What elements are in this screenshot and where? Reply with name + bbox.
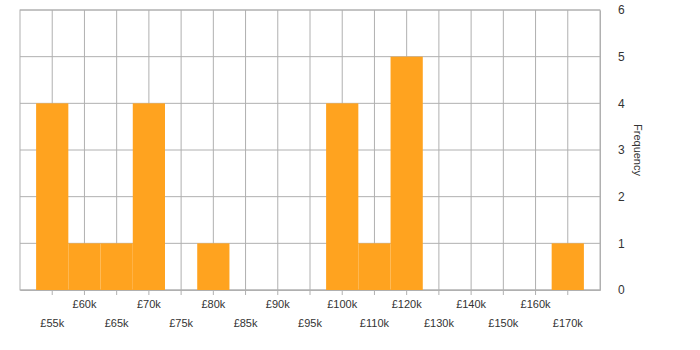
x-tick: £60k [73, 290, 97, 310]
y-tick: 3 [600, 143, 625, 157]
y-tick: 2 [600, 190, 625, 204]
x-tick-mark [406, 290, 407, 295]
bar [455, 290, 487, 291]
x-tick-label: £150k [488, 317, 518, 329]
x-tick-label: £60k [73, 298, 97, 310]
bar [358, 243, 390, 290]
y-tick-label: 2 [618, 190, 625, 204]
x-tick: £65k [105, 290, 129, 329]
x-tick-label: £85k [234, 317, 258, 329]
x-tick: £150k [488, 290, 518, 329]
x-tick-mark [471, 290, 472, 295]
x-tick-mark [438, 290, 439, 295]
x-tick-label: £170k [553, 317, 583, 329]
x-tick-mark [567, 290, 568, 295]
x-tick-label: £75k [169, 317, 193, 329]
bar [229, 290, 261, 291]
x-tick-mark [503, 290, 504, 295]
x-tick: £85k [234, 290, 258, 329]
x-tick: £140k [456, 290, 486, 310]
y-tick-label: 4 [618, 97, 625, 111]
chart: £55k £60k £65k £70k £75k £80k £85k £90k £95k £100… [0, 0, 700, 350]
x-tick-mark [342, 290, 343, 295]
x-tick-label: £160k [521, 298, 551, 310]
grid [20, 10, 600, 290]
bar [68, 243, 100, 290]
y-tick-label: 0 [618, 283, 625, 297]
x-tick-mark [181, 290, 182, 295]
bar [519, 290, 551, 291]
bar [36, 103, 68, 290]
x-tick: £75k [169, 290, 193, 329]
x-tick-label: £65k [105, 317, 129, 329]
x-grid-line [438, 10, 439, 290]
x-tick-label: £120k [392, 298, 422, 310]
x-tick-mark [84, 290, 85, 295]
x-grid-line [471, 10, 472, 290]
x-tick-mark [116, 290, 117, 295]
y-tick-label: 6 [618, 3, 625, 17]
x-tick-mark [310, 290, 311, 295]
y-axis-title: Frequency [632, 124, 644, 176]
bar [326, 103, 358, 290]
x-tick-mark [213, 290, 214, 295]
x-tick: £100k [327, 290, 357, 310]
x-tick-mark [52, 290, 53, 295]
bar [262, 290, 294, 291]
x-tick-mark [374, 290, 375, 295]
bar [552, 243, 584, 290]
y-tick: 5 [600, 50, 625, 64]
x-tick: £90k [266, 290, 290, 310]
x-tick-mark [148, 290, 149, 295]
x-tick: £110k [360, 290, 390, 329]
x-tick-label: £95k [298, 317, 322, 329]
x-tick: £120k [392, 290, 422, 310]
x-tick-label: £100k [327, 298, 357, 310]
x-tick-label: £110k [360, 317, 390, 329]
x-tick-mark [535, 290, 536, 295]
x-axis: £55k £60k £65k £70k £75k £80k £85k £90k £95k £100… [21, 290, 601, 329]
y-tick: 1 [600, 237, 625, 251]
x-tick: £80k [201, 290, 225, 310]
x-tick-label: £90k [266, 298, 290, 310]
bar [391, 57, 423, 290]
x-grid-line [245, 10, 246, 290]
y-axis: 0 1 2 3 4 5 6 [600, 3, 625, 297]
x-tick-label: £70k [137, 298, 161, 310]
bar [197, 243, 229, 290]
x-tick: £70k [137, 290, 161, 310]
x-tick: £55k [40, 290, 64, 329]
x-grid-line [181, 10, 182, 290]
y-tick-label: 5 [618, 50, 625, 64]
x-grid-line [503, 10, 504, 290]
y-tick: 0 [600, 283, 625, 297]
bar [294, 290, 326, 291]
x-tick: £130k [424, 290, 454, 329]
y-tick-label: 1 [618, 237, 625, 251]
bars [36, 57, 584, 290]
bar [101, 243, 133, 290]
bar [423, 290, 455, 291]
x-tick-label: £55k [40, 317, 64, 329]
x-tick-label: £140k [456, 298, 486, 310]
x-tick: £95k [298, 290, 322, 329]
y-tick: 4 [600, 97, 625, 111]
x-grid-line [310, 10, 311, 290]
y-tick: 6 [600, 3, 625, 17]
x-tick: £160k [521, 290, 551, 310]
x-tick-mark [245, 290, 246, 295]
x-tick: £170k [553, 290, 583, 329]
x-grid-line [535, 10, 536, 290]
plot-frame [20, 10, 600, 290]
y-axis-line [600, 11, 601, 291]
x-grid-line [277, 10, 278, 290]
bar [165, 290, 197, 291]
y-tick-label: 3 [618, 143, 625, 157]
x-tick-label: £80k [201, 298, 225, 310]
bar [487, 290, 519, 291]
bar [133, 103, 165, 290]
plot: £55k £60k £65k £70k £75k £80k £85k £90k £95k £100… [20, 3, 625, 328]
x-tick-label: £130k [424, 317, 454, 329]
x-tick-mark [277, 290, 278, 295]
